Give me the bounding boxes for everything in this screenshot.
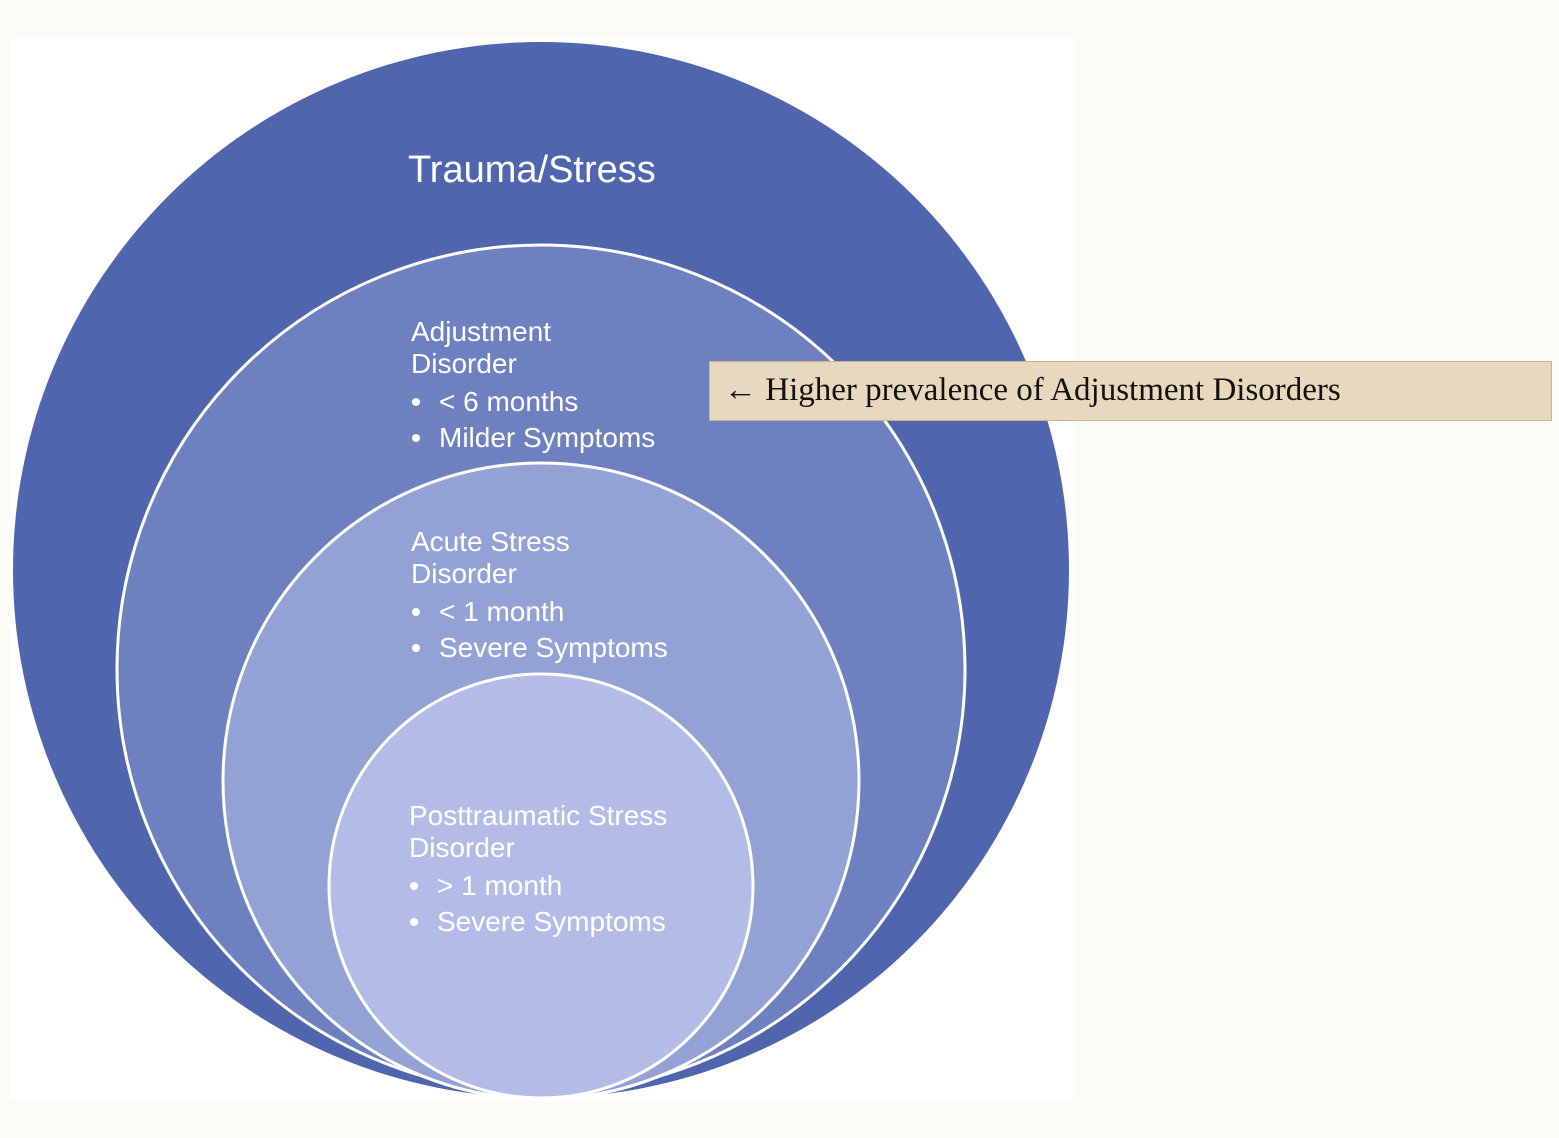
trauma-stress-title: Trauma/Stress bbox=[408, 149, 656, 191]
adjustment-disorder-label: Adjustment Disorder < 6 months Milder Sy… bbox=[411, 316, 655, 456]
acute-bullet: < 1 month bbox=[411, 594, 668, 630]
ptsd-name-line1: Posttraumatic Stress bbox=[409, 800, 668, 831]
acute-name-line1: Acute Stress bbox=[411, 526, 570, 557]
ptsd-circle bbox=[327, 672, 755, 1100]
ptsd-bullet: > 1 month bbox=[409, 868, 667, 904]
acute-stress-disorder-label: Acute Stress Disorder < 1 month Severe S… bbox=[411, 526, 668, 666]
acute-name-line2: Disorder bbox=[411, 558, 517, 589]
adjustment-bullet-list: < 6 months Milder Symptoms bbox=[411, 384, 655, 456]
adjustment-name-line2: Disorder bbox=[411, 348, 517, 379]
ptsd-bullet: Severe Symptoms bbox=[409, 904, 667, 940]
ptsd-label: Posttraumatic Stress Disorder > 1 month … bbox=[409, 800, 667, 940]
adjustment-bullet: Milder Symptoms bbox=[411, 420, 655, 456]
ptsd-bullet-list: > 1 month Severe Symptoms bbox=[409, 868, 667, 940]
adjustment-name-line1: Adjustment bbox=[411, 316, 552, 347]
acute-bullet: Severe Symptoms bbox=[411, 630, 668, 666]
ptsd-name-line2: Disorder bbox=[409, 832, 515, 863]
prevalence-callout: ← Higher prevalence of Adjustment Disord… bbox=[709, 361, 1552, 421]
adjustment-bullet: < 6 months bbox=[411, 384, 655, 420]
acute-bullet-list: < 1 month Severe Symptoms bbox=[411, 594, 668, 666]
